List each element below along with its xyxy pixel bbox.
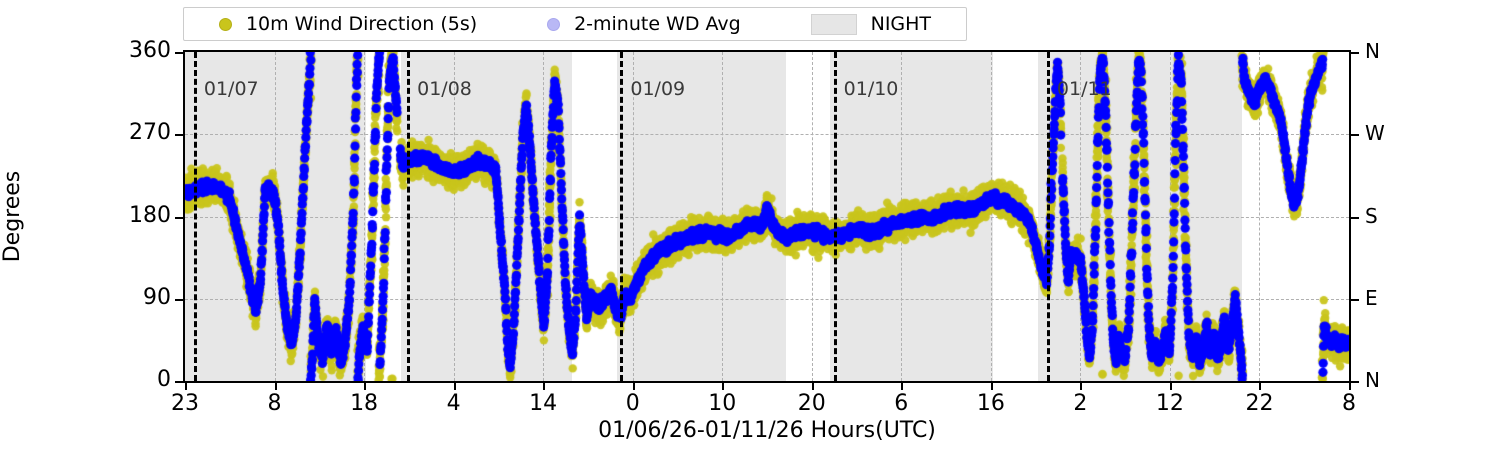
day-separator-line — [407, 52, 411, 381]
x-tick-label: 8 — [267, 391, 282, 416]
periwinkle-dot-icon — [547, 17, 561, 31]
plot-area: 01/07 01/08 01/09 01/10 01/11 — [183, 50, 1351, 383]
x-tick-label: 12 — [1155, 391, 1184, 416]
x-tick-mark — [632, 383, 635, 390]
scatter-canvas — [185, 52, 1349, 381]
x-tick-label: 22 — [1245, 391, 1274, 416]
legend-label-2-minute-wd-avg: 2-minute WD Avg — [574, 13, 741, 35]
right-tick-mark — [1351, 134, 1359, 137]
x-tick-mark — [1169, 383, 1172, 390]
right-tick-mark — [1351, 216, 1359, 219]
x-tick-mark — [543, 383, 546, 390]
y-tick-label: 0 — [157, 367, 171, 392]
x-tick-mark — [364, 383, 367, 390]
y-tick-mark — [175, 381, 183, 383]
y-tick-label: 360 — [129, 38, 171, 63]
day-label: 01/11 — [1056, 78, 1112, 100]
day-label: 01/08 — [417, 78, 472, 100]
y-tick-mark — [175, 216, 183, 219]
y-tick-mark — [175, 134, 183, 137]
x-tick-mark — [722, 383, 725, 390]
day-separator-line — [1046, 52, 1050, 381]
x-tick-mark — [185, 383, 187, 390]
y-tick-label: 90 — [143, 284, 171, 310]
x-tick-mark — [1080, 383, 1083, 390]
x-tick-label: 8 — [1342, 391, 1356, 416]
legend-label-night: NIGHT — [870, 13, 932, 35]
right-tick-label: S — [1365, 203, 1378, 228]
day-separator-line — [620, 52, 624, 381]
x-axis-label: 01/06/26-01/11/26 Hours(UTC) — [598, 418, 936, 443]
x-tick-label: 14 — [529, 391, 558, 416]
legend-item-10m-wind-direction: 10m Wind Direction (5s) — [218, 13, 478, 35]
x-tick-mark — [453, 383, 456, 390]
x-tick-label: 18 — [350, 391, 379, 416]
x-tick-label: 4 — [446, 391, 461, 416]
x-tick-label: 0 — [625, 391, 640, 416]
right-tick-mark — [1351, 52, 1359, 54]
x-tick-label: 20 — [797, 391, 826, 416]
x-tick-mark — [811, 383, 814, 390]
legend-item-2-minute-wd-avg: 2-minute WD Avg — [547, 13, 741, 35]
right-tick-mark — [1351, 381, 1359, 383]
right-tick-label: N — [1365, 368, 1380, 392]
olive-dot-icon — [218, 17, 232, 31]
day-separator-line — [833, 52, 837, 381]
gray-patch-icon — [810, 13, 857, 35]
y-tick-label: 180 — [129, 202, 171, 228]
legend-label-10m-wind-direction: 10m Wind Direction (5s) — [245, 13, 478, 35]
day-label: 01/10 — [843, 78, 899, 100]
x-tick-mark — [274, 383, 277, 390]
x-tick-mark — [1349, 383, 1351, 390]
right-tick-mark — [1351, 298, 1359, 301]
right-tick-label: E — [1365, 285, 1378, 310]
right-tick-label: N — [1365, 39, 1380, 63]
day-separator-line — [193, 52, 197, 381]
x-tick-label: 6 — [894, 391, 909, 416]
day-label: 01/07 — [203, 78, 259, 100]
x-tick-label: 16 — [976, 391, 1005, 416]
day-label: 01/09 — [630, 78, 686, 100]
chart-legend: 10m Wind Direction (5s) 2-minute WD Avg … — [183, 7, 967, 41]
x-tick-mark — [1259, 383, 1262, 390]
x-tick-label: 2 — [1073, 391, 1088, 416]
y-tick-mark — [175, 298, 183, 301]
legend-item-night: NIGHT — [810, 13, 932, 35]
y-tick-mark — [175, 52, 183, 54]
y-axis-label: Degrees — [0, 170, 25, 263]
x-tick-mark — [990, 383, 993, 390]
plot-inner: 01/07 01/08 01/09 01/10 01/11 — [185, 52, 1349, 381]
x-tick-label: 10 — [708, 391, 737, 416]
x-tick-label: 23 — [171, 391, 199, 416]
y-tick-label: 270 — [129, 120, 171, 146]
right-tick-label: W — [1365, 121, 1385, 146]
x-tick-mark — [901, 383, 904, 390]
